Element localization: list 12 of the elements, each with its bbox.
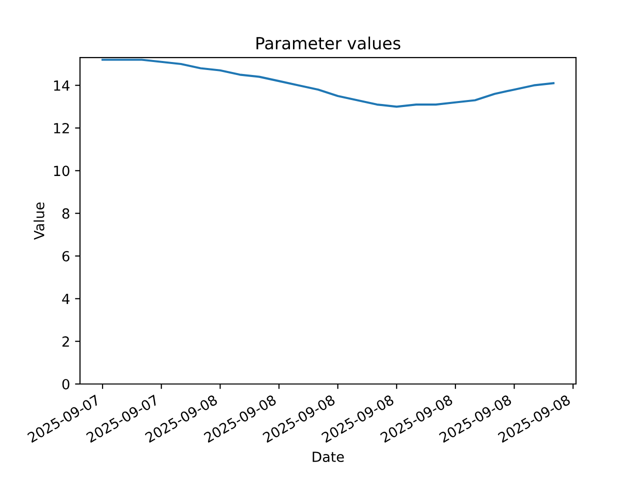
y-tick-label: 2: [62, 336, 69, 347]
y-tick-label: 4: [62, 294, 70, 304]
y-tick-label: 0: [62, 378, 70, 390]
y-tick-label: 14: [54, 80, 70, 91]
line-series: [102, 58, 554, 108]
y-axis-title: Value: [34, 202, 44, 240]
y-tick-label: 8: [62, 208, 70, 219]
y-tick-label: 10: [54, 166, 70, 176]
y-tick-label: 12: [54, 122, 69, 134]
chart-title: Parameter values: [256, 36, 400, 50]
x-axis-title: Date: [312, 452, 344, 462]
y-tick-label: 6: [62, 250, 70, 262]
